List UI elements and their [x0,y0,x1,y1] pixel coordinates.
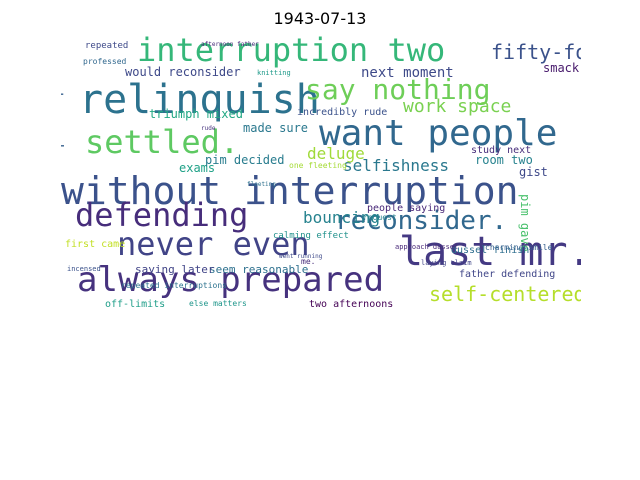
cloud-word: always prepared [77,260,385,300]
cloud-word: gist [519,165,548,179]
cloud-word: fleeting [247,181,276,188]
word-cloud: without interruption always prepared inter… [61,34,581,314]
cloud-word: went running [279,253,323,260]
cloud-word: me. [301,257,316,266]
cloud-word: interruption two [137,34,446,69]
cloud-word: selfishness [343,156,449,175]
cloud-word: never even [117,225,310,263]
cloud-word: made sure [243,121,309,135]
cloud-word: settled. [85,123,240,161]
cloud-word: last mr. [399,229,581,275]
cloud-word: work space [403,96,512,117]
cloud-word: bouncing [303,208,381,227]
cloud-word: two afternoons [309,299,394,310]
cloud-word: dussel finish [451,245,530,256]
cloud-word: fifty-four [491,40,581,64]
cloud-word: room two [475,153,533,167]
cloud-word: triumph mixed [149,107,243,121]
cloud-word: charming smile [485,243,553,252]
cloud-word: anne turned [61,42,67,148]
figure-title: 1943-07-13 [273,9,367,28]
cloud-word: incensed [67,265,101,273]
cloud-word: deluge [307,144,365,163]
cloud-word: off-limits [105,299,166,310]
cloud-word: one fleeting [289,161,347,170]
cloud-word: professed [83,57,127,66]
cloud-word: reconsider. [335,206,508,236]
cloud-word: request [363,213,397,222]
cloud-word: defending [75,196,249,234]
cloud-word: say nothing [305,73,491,106]
cloud-word: seem reasonable [209,263,309,276]
cloud-word: knitting [257,69,291,77]
cloud-word: self-centered [429,282,581,306]
cloud-word: first came [65,239,126,250]
cloud-word: next moment [361,65,454,81]
cloud-word: laying claim [421,259,472,267]
cloud-word: rude [201,125,216,132]
cloud-word: without interruption [61,169,519,213]
cloud-word: afternoon father [201,41,259,48]
cloud-word: repeated interruptions [121,281,227,290]
cloud-word: else matters [189,299,247,308]
cloud-word: approach dussel [395,243,459,251]
cloud-word: pim decided [205,153,285,167]
cloud-word: people saying [367,203,446,214]
cloud-word: repeated [85,41,129,51]
cloud-word: calming effect [273,231,349,241]
cloud-word: relinquish [79,77,320,123]
cloud-word: study next [471,145,532,156]
cloud-word: want people [319,113,558,154]
cloud-word: father defending [459,269,556,280]
cloud-word: exams [179,161,216,175]
cloud-word: incredibly rude [297,107,388,118]
cloud-word: smack [543,61,580,75]
cloud-word: would reconsider [125,65,241,79]
cloud-word: saying later [135,263,215,276]
